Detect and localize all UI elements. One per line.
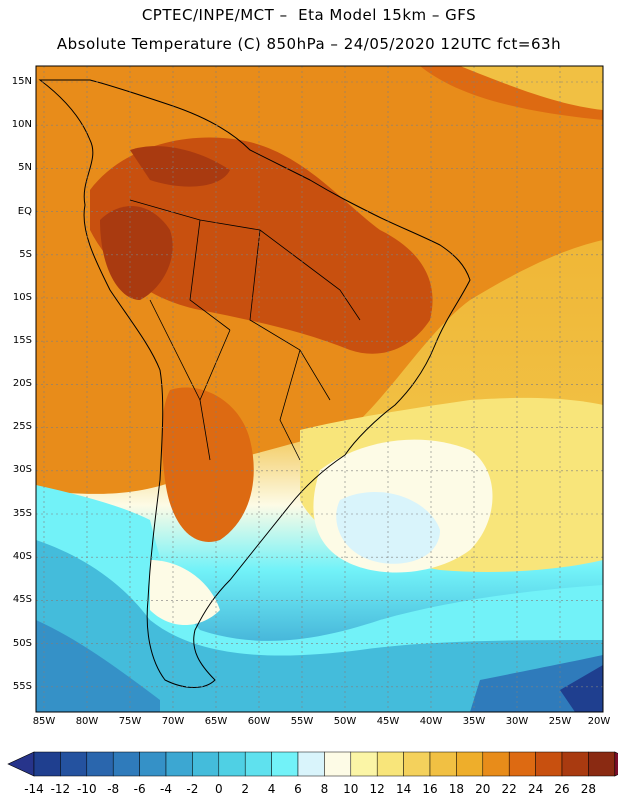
colorbar-tick-label: -2 [186,782,199,796]
colorbar-tick-label: 0 [214,782,223,796]
colorbar-tick-label: -4 [160,782,172,796]
colorbar-tick-label: 18 [448,782,465,796]
colorbar-swatch [324,751,352,777]
lat-label-15n: 15N [11,76,32,87]
colorbar-tick-label: -14 [24,782,44,796]
lat-label-15s: 15S [12,335,32,346]
lat-label-5s: 5S [19,249,32,260]
lon-label-80w: 80W [75,716,99,727]
lon-label-45w: 45W [376,716,400,727]
lon-label-30w: 30W [505,716,529,727]
lon-label-40w: 40W [419,716,443,727]
colorbar-tick-label: 6 [294,782,302,796]
colorbar-tick-label: -8 [107,782,120,796]
colorbar-tick-label: 4 [267,782,276,796]
lat-label-10s: 10S [12,292,32,303]
colorbar-over-arrow [614,751,618,777]
colorbar-tick-label: 28 [580,782,597,796]
lon-label-55w: 55W [290,716,314,727]
lon-label-85w: 85W [32,716,56,727]
colorbar-swatch [139,751,167,777]
colorbar-swatch [482,751,510,777]
map-title: CPTEC/INPE/MCT – Eta Model 15km – GFS [141,6,477,24]
colorbar-tick-label: 26 [554,782,570,796]
colorbar-swatch [244,751,272,777]
colorbar-swatch [218,751,246,777]
colorbar-swatch [403,751,431,777]
lon-label-75w: 75W [118,716,142,727]
lat-label-5n: 5N [18,162,32,173]
lon-label-60w: 60W [247,716,271,727]
lon-label-20w: 20W [587,716,611,727]
colorbar-tick-label: 8 [320,782,329,796]
lon-label-65w: 65W [204,716,228,727]
colorbar-tick-label: 20 [475,782,491,796]
colorbar-under-arrow [7,751,35,777]
colorbar-swatch [456,751,484,777]
colorbar-tick-label: 2 [241,782,249,796]
colorbar-swatch [561,751,589,777]
colorbar-tick-label: 10 [343,782,359,796]
colorbar-swatch [165,751,193,777]
colorbar-swatch [508,751,536,777]
colorbar-swatch [429,751,457,777]
lon-label-25w: 25W [548,716,572,727]
colorbar-tick-label: -6 [133,782,146,796]
map-subtitle: Absolute Temperature (C) 850hPa – 24/05/… [56,35,562,53]
colorbar-swatch [60,751,88,777]
lon-label-35w: 35W [462,716,486,727]
colorbar-swatch [588,751,616,777]
lat-label-35s: 35S [12,508,32,519]
colorbar-swatch [112,751,140,777]
lat-label-30s: 30S [12,464,32,475]
colorbar-tick-label: 24 [527,782,544,796]
colorbar-swatch [86,751,114,777]
colorbar-tick-label: -12 [50,782,71,796]
colorbar-swatch [271,751,299,777]
colorbar-swatch [376,751,404,777]
lat-label-25s: 25S [12,421,32,432]
lat-label-eq: EQ [17,206,32,217]
lat-label-55s: 55S [12,681,32,692]
lon-label-50w: 50W [333,716,357,727]
colorbar-tick-label: -10 [76,782,97,796]
lat-label-10n: 10N [11,119,32,130]
colorbar-swatch [350,751,378,777]
colorbar-swatch [535,751,563,777]
colorbar [7,751,618,777]
lon-label-70w: 70W [161,716,185,727]
lat-label-50s: 50S [12,638,32,649]
colorbar-tick-label: 16 [422,782,438,796]
colorbar-tick-label: 14 [395,782,412,796]
lat-label-45s: 45S [12,594,32,605]
colorbar-swatch [297,751,325,777]
colorbar-tick-label: 22 [501,782,517,796]
lat-label-40s: 40S [12,551,32,562]
colorbar-tick-label: 12 [369,782,385,796]
lat-label-20s: 20S [12,378,32,389]
colorbar-swatch [33,751,61,777]
colorbar-swatch [192,751,220,777]
